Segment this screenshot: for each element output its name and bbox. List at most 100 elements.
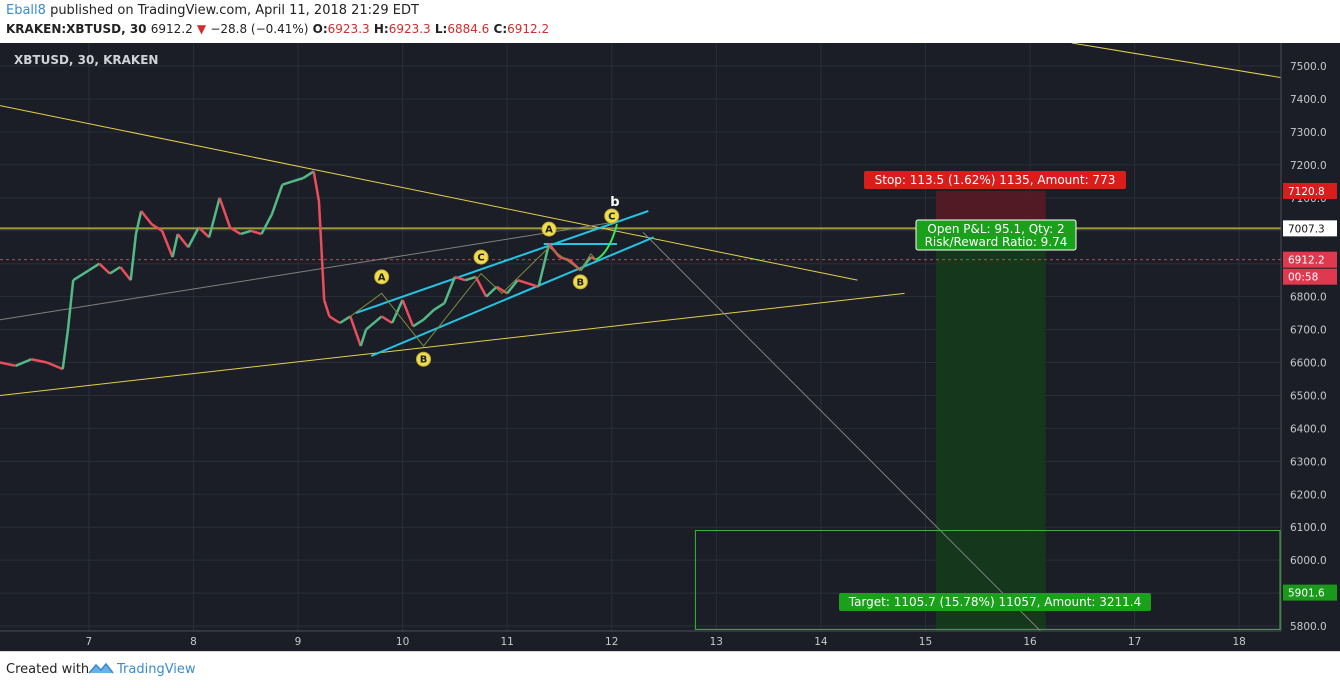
price-segment (176, 233, 190, 249)
price-segment (281, 180, 294, 186)
change-text: −28.8 (−0.41%) (210, 22, 309, 36)
price-segment (381, 315, 393, 325)
y-tick-label: 6100.0 (1290, 522, 1327, 534)
quote-line: KRAKEN:XBTUSD, 30 6912.2 ▼ −28.8 (−0.41%… (6, 22, 549, 36)
stop-label: Stop: 113.5 (1.62%) 1135, Amount: 773 (875, 173, 1116, 187)
trend-line (0, 105, 858, 281)
close-label: C: (493, 22, 508, 36)
price-segment (150, 223, 163, 232)
position-labels: Stop: 113.5 (1.62%) 1135, Amount: 773 Tar… (839, 171, 1151, 611)
price-chart[interactable]: A B C A B Cb Stop: 113.5 (1.62%) 1135, Amount… (0, 43, 1340, 651)
trend-line (1071, 43, 1282, 79)
price-tag-bg (1283, 251, 1337, 268)
x-tick-label: 8 (190, 636, 197, 648)
published-text: published on TradingView.com, April 11, … (45, 3, 419, 18)
price-segment (0, 361, 16, 368)
price-tag: 5901.6 (1288, 588, 1325, 600)
x-tick-label: 13 (710, 636, 723, 648)
trend-line (0, 292, 905, 396)
chart-background (0, 43, 1340, 651)
price-segment (464, 275, 477, 282)
y-tick-label: 6400.0 (1290, 423, 1327, 435)
price-segment (339, 315, 351, 325)
y-tick-label: 7200.0 (1290, 160, 1327, 172)
tradingview-link[interactable]: TradingView (117, 662, 196, 677)
x-tick-label: 18 (1232, 636, 1245, 648)
price-segment (433, 302, 446, 311)
price-segment (260, 213, 273, 235)
footer: Created with TradingView (0, 651, 1340, 688)
price-tag: 7120.8 (1288, 186, 1325, 198)
wave-marker (604, 208, 620, 224)
wave-marker (473, 249, 489, 265)
price-segment (229, 226, 242, 236)
price-segment (270, 184, 284, 215)
x-tick-label: 17 (1128, 636, 1141, 648)
x-tick-label: 10 (396, 636, 409, 648)
x-tick-label: 11 (500, 636, 513, 648)
price-segment (422, 308, 435, 321)
wave-label: B (577, 277, 585, 288)
y-tick-label: 6300.0 (1290, 456, 1327, 468)
price-segment (365, 315, 383, 331)
low-label: L: (434, 22, 448, 36)
price-tag-bg (1283, 182, 1337, 199)
price-segment (527, 282, 539, 288)
open-value: 6923.3 (327, 22, 370, 36)
author-link[interactable]: Eball8 (6, 3, 46, 18)
price-segment (412, 318, 425, 328)
x-tick-label: 7 (86, 636, 93, 648)
stop-label-bg (864, 171, 1126, 189)
down-arrow-icon: ▼ (196, 22, 207, 36)
chart-title: XBTUSD, 30, KRAKEN (14, 53, 158, 67)
y-tick-label: 6000.0 (1290, 555, 1327, 567)
price-segment (187, 226, 200, 248)
price-segment (359, 329, 368, 347)
y-tick-label: 7300.0 (1290, 127, 1327, 139)
price-axis[interactable] (1281, 43, 1340, 651)
tradingview-logo-icon (88, 662, 114, 674)
price-segment (485, 285, 498, 298)
price-tag-bg (1283, 584, 1337, 601)
price-segment (474, 276, 488, 298)
close-value: 6912.2 (507, 22, 550, 36)
wave-label: C (477, 253, 484, 264)
price-segment (140, 210, 153, 225)
wave-labels: A B C A B Cb (374, 195, 620, 367)
y-tick-label: 6800.0 (1290, 292, 1327, 304)
wave-marker (572, 274, 588, 290)
risk-reward-label: Risk/Reward Ratio: 9.74 (925, 235, 1068, 249)
price-segment (98, 262, 111, 275)
x-tick-label: 12 (605, 636, 618, 648)
publish-line: Eball8 published on TradingView.com, Apr… (6, 3, 419, 18)
price-segment (88, 262, 101, 272)
last-price: 6912.2 (150, 22, 193, 36)
pnl-label: Open P&L: 95.1, Qty: 2 (927, 222, 1064, 236)
high-value: 6923.3 (388, 22, 431, 36)
price-segment (218, 197, 232, 228)
price-segment (302, 170, 315, 180)
low-value: 6884.6 (447, 22, 490, 36)
price-tag-bg (1283, 220, 1337, 237)
wave-marker (541, 221, 557, 237)
trend-line (355, 210, 649, 315)
price-segment (134, 210, 143, 235)
price-segment (496, 285, 508, 295)
price-segment (171, 233, 179, 258)
trend-line (642, 232, 1041, 632)
x-tick-label: 15 (919, 636, 932, 648)
wave-marker (416, 351, 432, 367)
price-segment (517, 278, 529, 285)
open-label: O: (312, 22, 328, 36)
price-segment (292, 176, 304, 183)
x-axis: 7 8 9 10 11 12 13 14 15 16 17 18 (86, 636, 1246, 648)
x-tick-label: 14 (814, 636, 828, 648)
created-with-text: Created with (6, 662, 90, 677)
wave-label: A (545, 225, 553, 236)
price-segment (391, 299, 404, 324)
target-zone (935, 228, 1046, 632)
pnl-label-bg (915, 219, 1077, 251)
price-tag: 00:58 (1288, 272, 1318, 284)
high-label: H: (373, 22, 389, 36)
y-tick-label: 6200.0 (1290, 489, 1327, 501)
